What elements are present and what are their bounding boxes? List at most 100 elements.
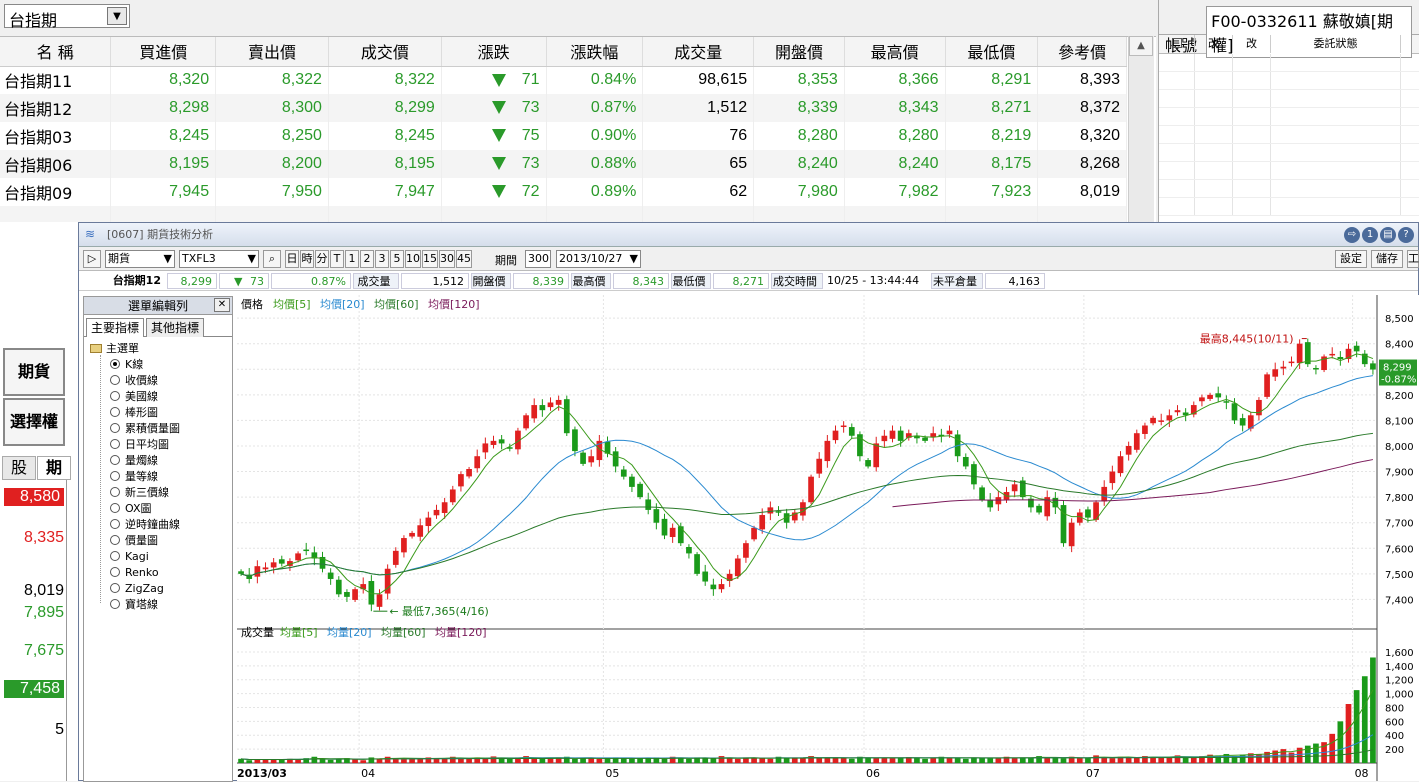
quote-row[interactable]: 台指期11 8,320 8,322 8,322 71 0.84% 98,615 8,353 8,…	[0, 66, 1127, 94]
radio-icon[interactable]	[110, 471, 120, 481]
period-button[interactable]: 時	[300, 250, 314, 268]
indicator-option[interactable]: K線	[110, 357, 143, 373]
col-header[interactable]: 買進價	[110, 37, 217, 67]
period-button[interactable]: 5	[390, 250, 404, 268]
indicator-option[interactable]: 棒形圖	[110, 405, 158, 421]
period-button[interactable]: 15	[422, 250, 438, 268]
symbol-select[interactable]: TXFL3 ▼	[179, 250, 259, 268]
quote-row[interactable]: 台指期06 8,195 8,200 8,195 73 0.88% 65 8,240 8,240 8…	[0, 150, 1127, 178]
indicator-option[interactable]: 逆時鐘曲線	[110, 517, 180, 533]
indicator-option[interactable]: Kagi	[110, 549, 149, 565]
col-header[interactable]: 參考價	[1037, 37, 1127, 67]
settings-button[interactable]: 設定	[1335, 250, 1367, 268]
radio-icon[interactable]	[110, 455, 120, 465]
more-button[interactable]: 工	[1407, 250, 1419, 268]
col-header[interactable]: 成交量	[642, 37, 755, 67]
chevron-down-icon[interactable]: ▼	[107, 7, 127, 25]
col-header[interactable]: 賣出價	[215, 37, 329, 67]
tab-futures[interactable]: 期	[37, 456, 71, 480]
col-header[interactable]: 成交價	[328, 37, 442, 67]
cell-ask: 7,950	[215, 178, 329, 206]
radio-icon[interactable]	[110, 407, 120, 417]
period-button[interactable]: 45	[456, 250, 472, 268]
options-button[interactable]: 選擇權	[3, 398, 65, 446]
indicator-option[interactable]: 收價線	[110, 373, 158, 389]
period-button[interactable]: 30	[439, 250, 455, 268]
select-all-checkbox[interactable]	[1159, 35, 1195, 53]
window-titlebar[interactable]: ≋ [0607] 期貨技術分析 ⇨ 1 ▤ ?	[79, 223, 1418, 247]
col-header[interactable]: 最低價	[945, 37, 1039, 67]
col-change1: 改	[1195, 35, 1233, 53]
quote-row[interactable]: 台指期12 8,298 8,300 8,299 73 0.87% 1,512 8,339 8,3…	[0, 94, 1127, 122]
candle	[441, 502, 448, 513]
period-input[interactable]: 300	[525, 250, 551, 268]
period-button[interactable]: 分	[315, 250, 329, 268]
scroll-up-icon[interactable]: ▲	[1129, 36, 1153, 56]
indicator-option[interactable]: 價量圖	[110, 533, 158, 549]
radio-icon[interactable]	[110, 519, 120, 529]
help-icon[interactable]: ?	[1398, 227, 1414, 243]
tab-stock[interactable]: 股	[2, 456, 36, 480]
col-header[interactable]: 漲跌	[441, 37, 547, 67]
indicator-option[interactable]: 日平均圖	[110, 437, 169, 453]
quote-scrollbar[interactable]: ▲	[1128, 36, 1154, 222]
period-button[interactable]: 3	[375, 250, 389, 268]
candle	[295, 553, 301, 561]
tab-main-indicators[interactable]: 主要指標	[86, 318, 144, 337]
instrument-select[interactable]: 台指期 ▼	[4, 4, 130, 30]
quote-row[interactable]: 台指期09 7,945 7,950 7,947 72 0.89% 62 7,980 7,982 7…	[0, 178, 1127, 206]
radio-icon[interactable]	[110, 423, 120, 433]
radio-icon[interactable]	[110, 375, 120, 385]
cell-ask: 8,250	[215, 122, 329, 150]
tab-other-indicators[interactable]: 其他指標	[146, 318, 204, 337]
col-header[interactable]: 最高價	[844, 37, 946, 67]
cell-high: 8,343	[844, 94, 946, 122]
print-icon[interactable]: ▤	[1380, 227, 1396, 243]
date-select[interactable]: 2013/10/27 ▼	[556, 250, 641, 268]
radio-icon[interactable]	[110, 487, 120, 497]
indicator-option[interactable]: ZigZag	[110, 581, 164, 597]
period-button[interactable]: T	[330, 250, 344, 268]
close-icon[interactable]: ✕	[214, 298, 230, 312]
period-button[interactable]: 1	[345, 250, 359, 268]
radio-icon[interactable]	[110, 599, 120, 609]
col-header[interactable]: 漲跌幅	[546, 37, 644, 67]
volume-bar	[1174, 755, 1181, 763]
radio-icon[interactable]	[110, 567, 120, 577]
technical-chart[interactable]: 7,400 7,500 7,600 7,700 7,800 7,900 8,000 8,100…	[237, 295, 1419, 781]
col-header[interactable]: 開盤價	[753, 37, 845, 67]
play-icon[interactable]: ▷	[83, 250, 101, 268]
save-button[interactable]: 儲存	[1371, 250, 1403, 268]
indicator-option[interactable]: Renko	[110, 565, 159, 581]
market-select[interactable]: 期貨 ▼	[105, 250, 175, 268]
indicator-option[interactable]: OX圖	[110, 501, 152, 517]
radio-icon[interactable]	[110, 391, 120, 401]
indicator-option[interactable]: 量燭線	[110, 453, 158, 469]
col-header[interactable]: 名 稱	[0, 37, 112, 67]
volume-bar	[433, 758, 440, 763]
candle	[1256, 399, 1262, 416]
restore-icon[interactable]: ⇨	[1344, 227, 1360, 243]
radio-icon[interactable]	[110, 439, 120, 449]
period-button[interactable]: 10	[405, 250, 421, 268]
indicator-option[interactable]: 寶塔線	[110, 597, 158, 613]
account-field[interactable]: F00-0332611 蘇敬嫃[期權]	[1206, 6, 1413, 58]
tree-root[interactable]: 主選單	[90, 341, 139, 357]
indicator-option[interactable]: 累積價量圖	[110, 421, 180, 437]
period-button[interactable]: 2	[360, 250, 374, 268]
cell-open: 7,980	[753, 178, 845, 206]
info-icon[interactable]: 1	[1362, 227, 1378, 243]
period-button[interactable]: 日	[285, 250, 299, 268]
quote-row[interactable]: 台指期03 8,245 8,250 8,245 75 0.90% 76 8,280 8,280 8…	[0, 122, 1127, 150]
cell-bid: 8,320	[110, 66, 217, 94]
indicator-option[interactable]: 量等線	[110, 469, 158, 485]
radio-icon[interactable]	[110, 503, 120, 513]
radio-icon[interactable]	[110, 359, 120, 369]
radio-icon[interactable]	[110, 551, 120, 561]
indicator-option[interactable]: 美國線	[110, 389, 158, 405]
radio-icon[interactable]	[110, 583, 120, 593]
indicator-option[interactable]: 新三價線	[110, 485, 169, 501]
futures-button[interactable]: 期貨	[3, 348, 65, 396]
radio-icon[interactable]	[110, 535, 120, 545]
search-icon[interactable]: ⌕	[263, 250, 281, 268]
